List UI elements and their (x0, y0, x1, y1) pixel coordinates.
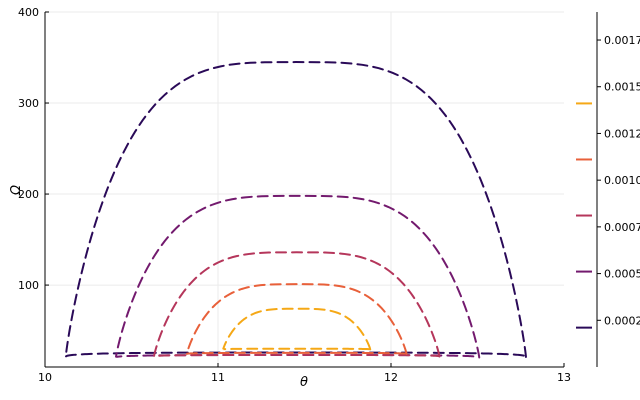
contour-lines (64, 61, 527, 359)
contour-line-1 (64, 61, 527, 358)
y-tick-label: 100 (18, 279, 39, 292)
x-tick-label: 13 (557, 371, 571, 384)
colorbar-tick-label: 0.00175 (604, 34, 640, 47)
colorbar-tick-label: 0.00025 (604, 314, 640, 327)
y-tick-label: 200 (18, 188, 39, 201)
x-tick-label: 12 (384, 371, 398, 384)
colorbar-tick-label: 0.00125 (604, 127, 640, 140)
contour-line-2 (114, 194, 481, 359)
x-tick-label: 11 (211, 371, 225, 384)
x-axis-label: θ (300, 375, 308, 390)
y-axis-label: Ω (9, 185, 24, 196)
colorbar-tick-label: 0.00075 (604, 221, 640, 234)
x-tick-labels: 10 11 12 13 (38, 371, 571, 384)
axes (44, 11, 565, 368)
y-tick-label: 400 (18, 6, 39, 19)
y-tick-labels: 100 200 300 400 (18, 6, 39, 292)
contour-line-3 (152, 251, 441, 358)
grid (45, 11, 564, 367)
y-tick-label: 300 (18, 97, 39, 110)
contour-line-4 (185, 283, 408, 355)
contour-line-5 (222, 307, 372, 351)
x-tick-label: 10 (38, 371, 52, 384)
